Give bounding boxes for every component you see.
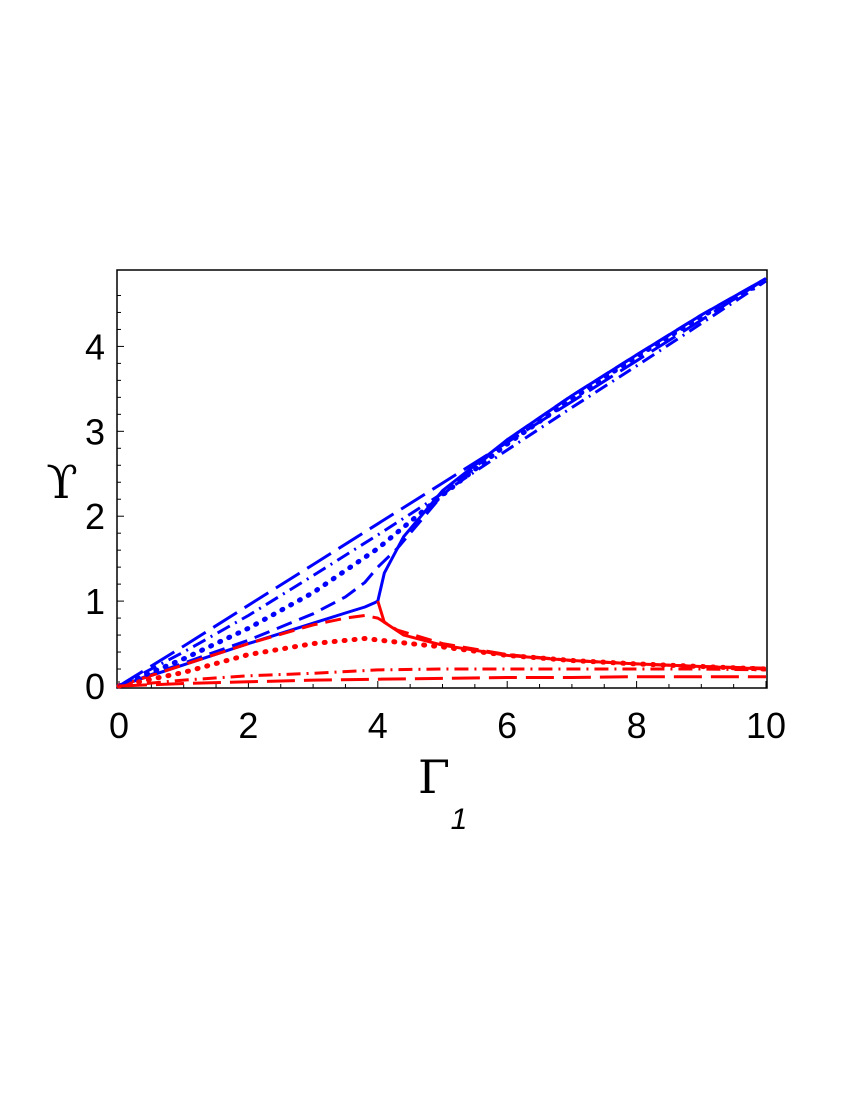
series-lower-dashed [118,614,767,688]
series-lower-dashdot [118,667,767,688]
x-tick-label: 10 [746,705,786,746]
x-tick-label: 8 [627,705,647,746]
y-tick-label: 1 [85,581,105,622]
series-upper-longdash [118,277,767,688]
y-tick-label: 4 [85,326,105,367]
series-upper-dashed [118,277,767,688]
series-lower-dotted [116,636,769,689]
y-tick-label: 2 [85,496,105,537]
x-tick-label: 6 [497,705,517,746]
series-layer [116,277,769,689]
x-axis-label-subscript: 1 [451,803,468,836]
x-tick-label: 0 [109,705,129,746]
x-tick-label: 4 [368,705,388,746]
y-tick-label: 3 [85,411,105,452]
y-axis-label: ϒ [46,455,78,509]
series-upper-dashdot [118,279,767,688]
x-tick-label: 2 [238,705,258,746]
series-lower-longdash [118,675,766,688]
y-tick-label: 0 [85,666,105,707]
x-axis-label: Γ [418,750,450,804]
tick-labels: 0 2 4 6 8 10 0 1 2 3 4 [85,326,786,746]
